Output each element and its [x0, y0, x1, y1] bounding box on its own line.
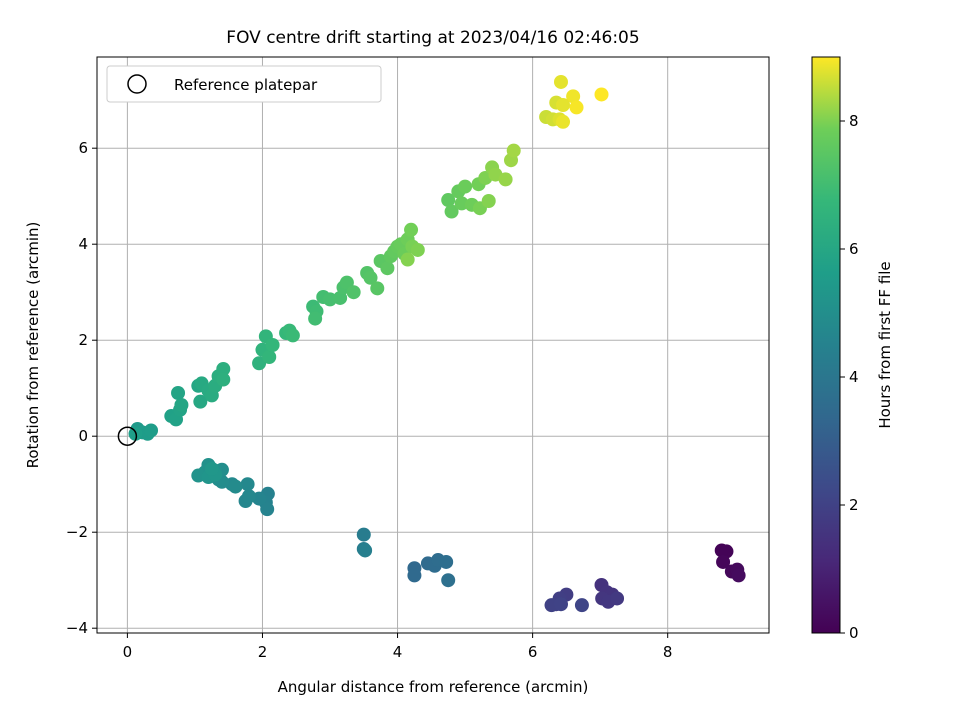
legend-marker-icon [127, 74, 147, 94]
data-point [719, 544, 734, 559]
data-point [174, 398, 189, 412]
data-point [216, 362, 231, 376]
data-point [240, 477, 255, 492]
y-axis-label: Rotation from reference (arcmin) [24, 222, 42, 469]
grid-lines [97, 57, 769, 633]
colorbar-tick-label: 0 [849, 624, 859, 642]
y-tick-label: 2 [78, 331, 88, 349]
data-point [262, 350, 277, 364]
data-point [556, 114, 571, 129]
data-point [458, 179, 473, 194]
data-point [481, 194, 496, 208]
colorbar-tick-label: 4 [849, 368, 859, 386]
data-point [358, 543, 373, 558]
data-point [380, 261, 395, 276]
data-point [241, 489, 256, 504]
data-point [193, 394, 208, 409]
x-tick-label: 8 [663, 643, 673, 661]
data-point [308, 311, 323, 326]
colorbar-tick-label: 2 [849, 496, 859, 514]
data-point [506, 143, 521, 158]
y-tick-label: −4 [66, 619, 88, 637]
data-point [553, 74, 568, 89]
data-point [228, 479, 243, 494]
data-point [252, 356, 267, 371]
data-point [441, 573, 456, 588]
colorbar-ticks: 0 2 4 6 8 [840, 112, 859, 642]
data-point [439, 554, 454, 569]
data-point [216, 372, 231, 387]
data-point [410, 242, 425, 257]
plot-frame [96, 56, 770, 634]
data-point [441, 193, 456, 208]
x-tick-label: 4 [393, 643, 403, 661]
x-axis-label: Angular distance from reference (arcmin) [278, 678, 589, 696]
data-point [171, 386, 186, 400]
data-point [260, 502, 275, 517]
data-point [610, 591, 625, 606]
data-point [574, 598, 589, 613]
x-tick-label: 6 [528, 643, 538, 661]
data-point [144, 423, 159, 438]
colorbar: 0 2 4 6 8 Hours from first FF file [811, 56, 894, 642]
x-tick-label: 0 [123, 643, 133, 661]
legend: Reference platepar [106, 65, 382, 103]
data-point [285, 328, 300, 343]
y-tick-label: 6 [78, 139, 88, 157]
data-point [333, 290, 348, 305]
y-axis-ticks: −4 −2 0 2 4 6 [66, 139, 97, 637]
y-tick-label: −2 [66, 523, 88, 541]
data-point [569, 100, 584, 115]
chart-title: FOV centre drift starting at 2023/04/16 … [226, 28, 639, 48]
data-point [731, 568, 746, 583]
data-point [346, 285, 361, 300]
data-point [407, 568, 422, 583]
x-tick-label: 2 [258, 643, 268, 661]
reference-platepar-marker [117, 426, 138, 446]
y-tick-label: 0 [78, 427, 88, 445]
data-point [356, 527, 371, 542]
data-point [204, 461, 219, 476]
data-point [400, 252, 415, 267]
data-point [444, 204, 459, 219]
data-point [370, 281, 385, 296]
colorbar-gradient [811, 56, 841, 634]
legend-label: Reference platepar [174, 76, 318, 94]
data-point [498, 172, 513, 187]
x-axis-ticks: 0 2 4 6 8 [123, 633, 673, 661]
colorbar-tick-label: 6 [849, 240, 859, 258]
colorbar-label: Hours from first FF file [876, 261, 894, 428]
data-point [404, 222, 419, 237]
data-point [265, 338, 280, 352]
y-tick-label: 4 [78, 235, 88, 253]
data-point [553, 597, 568, 612]
data-point [363, 270, 378, 285]
legend-box [106, 65, 382, 103]
colorbar-tick-label: 8 [849, 112, 859, 130]
data-point [566, 89, 581, 104]
data-point [556, 98, 571, 112]
data-point [594, 87, 609, 102]
data-point [716, 554, 731, 569]
data-points [128, 74, 746, 613]
